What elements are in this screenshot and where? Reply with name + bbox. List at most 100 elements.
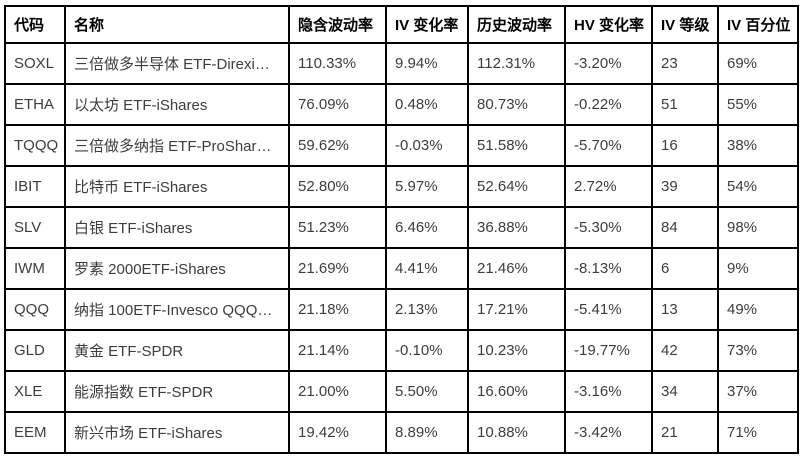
table-row[interactable]: TQQQ 三倍做多纳指 ETF-ProShar… 59.62% -0.03% 51.58… xyxy=(4,124,799,167)
cell-iv_change: -0.03% xyxy=(385,124,469,167)
cell-name: 新兴市场 ETF-iShares xyxy=(64,411,290,454)
cell-iv_rank: 39 xyxy=(651,165,719,208)
table-body: SOXL 三倍做多半导体 ETF-Direxi… 110.33% 9.94% 112.3… xyxy=(4,42,799,454)
header-code[interactable]: 代码 xyxy=(4,5,66,44)
cell-hv_change: -3.20% xyxy=(564,42,653,85)
cell-code: SLV xyxy=(4,206,66,249)
cell-code: XLE xyxy=(4,370,66,413)
cell-code: IWM xyxy=(4,247,66,290)
cell-hist_vol: 80.73% xyxy=(467,83,566,126)
cell-hv_change: -5.30% xyxy=(564,206,653,249)
cell-iv_rank: 84 xyxy=(651,206,719,249)
table-row[interactable]: IWM 罗素 2000ETF-iShares 21.69% 4.41% 21.46% -8… xyxy=(4,247,799,290)
cell-implied_vol: 19.42% xyxy=(288,411,387,454)
cell-implied_vol: 110.33% xyxy=(288,42,387,85)
cell-code: EEM xyxy=(4,411,66,454)
cell-name: 比特币 ETF-iShares xyxy=(64,165,290,208)
cell-name: 三倍做多半导体 ETF-Direxi… xyxy=(64,42,290,85)
table-row[interactable]: EEM 新兴市场 ETF-iShares 19.42% 8.89% 10.88% -3.4… xyxy=(4,411,799,454)
cell-hv_change: -5.41% xyxy=(564,288,653,331)
cell-iv_percentile: 9% xyxy=(717,247,799,290)
cell-iv_percentile: 55% xyxy=(717,83,799,126)
cell-iv_percentile: 54% xyxy=(717,165,799,208)
table-row[interactable]: GLD 黄金 ETF-SPDR 21.14% -0.10% 10.23% -19.77% 4… xyxy=(4,329,799,372)
table-row[interactable]: IBIT 比特币 ETF-iShares 52.80% 5.97% 52.64% 2.72… xyxy=(4,165,799,208)
cell-iv_change: -0.10% xyxy=(385,329,469,372)
cell-hist_vol: 17.21% xyxy=(467,288,566,331)
cell-code: SOXL xyxy=(4,42,66,85)
cell-iv_rank: 42 xyxy=(651,329,719,372)
cell-hist_vol: 112.31% xyxy=(467,42,566,85)
table-row[interactable]: XLE 能源指数 ETF-SPDR 21.00% 5.50% 16.60% -3.16% 3… xyxy=(4,370,799,413)
cell-hv_change: -19.77% xyxy=(564,329,653,372)
cell-iv_percentile: 49% xyxy=(717,288,799,331)
cell-implied_vol: 52.80% xyxy=(288,165,387,208)
cell-iv_change: 5.50% xyxy=(385,370,469,413)
cell-hist_vol: 51.58% xyxy=(467,124,566,167)
cell-iv_change: 6.46% xyxy=(385,206,469,249)
header-hv-change[interactable]: HV 变化率 xyxy=(564,5,653,44)
cell-implied_vol: 59.62% xyxy=(288,124,387,167)
cell-iv_change: 4.41% xyxy=(385,247,469,290)
table-row[interactable]: ETHA 以太坊 ETF-iShares 76.09% 0.48% 80.73% -0.2… xyxy=(4,83,799,126)
header-implied-vol[interactable]: 隐含波动率 xyxy=(288,5,387,44)
cell-iv_change: 0.48% xyxy=(385,83,469,126)
cell-iv_percentile: 73% xyxy=(717,329,799,372)
cell-name: 白银 ETF-iShares xyxy=(64,206,290,249)
cell-iv_percentile: 38% xyxy=(717,124,799,167)
cell-hist_vol: 16.60% xyxy=(467,370,566,413)
cell-hist_vol: 36.88% xyxy=(467,206,566,249)
cell-hv_change: -8.13% xyxy=(564,247,653,290)
cell-code: GLD xyxy=(4,329,66,372)
cell-hv_change: -0.22% xyxy=(564,83,653,126)
cell-iv_rank: 23 xyxy=(651,42,719,85)
cell-iv_percentile: 37% xyxy=(717,370,799,413)
cell-iv_rank: 34 xyxy=(651,370,719,413)
cell-hist_vol: 21.46% xyxy=(467,247,566,290)
table-header: 代码 名称 隐含波动率 IV 变化率 历史波动率 HV 变化率 IV 等级 IV… xyxy=(4,5,799,44)
cell-implied_vol: 21.14% xyxy=(288,329,387,372)
table-row[interactable]: QQQ 纳指 100ETF-Invesco QQQ… 21.18% 2.13% 17.2… xyxy=(4,288,799,331)
header-iv-percentile[interactable]: IV 百分位 xyxy=(717,5,799,44)
cell-hv_change: 2.72% xyxy=(564,165,653,208)
cell-code: ETHA xyxy=(4,83,66,126)
cell-iv_change: 5.97% xyxy=(385,165,469,208)
cell-implied_vol: 21.00% xyxy=(288,370,387,413)
cell-iv_rank: 51 xyxy=(651,83,719,126)
cell-hv_change: -3.16% xyxy=(564,370,653,413)
cell-hv_change: -5.70% xyxy=(564,124,653,167)
cell-name: 能源指数 ETF-SPDR xyxy=(64,370,290,413)
etf-volatility-table: 代码 名称 隐含波动率 IV 变化率 历史波动率 HV 变化率 IV 等级 IV… xyxy=(4,5,799,454)
cell-iv_rank: 13 xyxy=(651,288,719,331)
header-iv-rank[interactable]: IV 等级 xyxy=(651,5,719,44)
cell-name: 三倍做多纳指 ETF-ProShar… xyxy=(64,124,290,167)
cell-implied_vol: 21.18% xyxy=(288,288,387,331)
table-row[interactable]: SOXL 三倍做多半导体 ETF-Direxi… 110.33% 9.94% 112.3… xyxy=(4,42,799,85)
header-row: 代码 名称 隐含波动率 IV 变化率 历史波动率 HV 变化率 IV 等级 IV… xyxy=(4,5,799,44)
cell-name: 以太坊 ETF-iShares xyxy=(64,83,290,126)
cell-code: QQQ xyxy=(4,288,66,331)
cell-name: 罗素 2000ETF-iShares xyxy=(64,247,290,290)
cell-implied_vol: 51.23% xyxy=(288,206,387,249)
cell-iv_rank: 16 xyxy=(651,124,719,167)
cell-iv_change: 9.94% xyxy=(385,42,469,85)
cell-iv_rank: 21 xyxy=(651,411,719,454)
cell-name: 黄金 ETF-SPDR xyxy=(64,329,290,372)
cell-code: TQQQ xyxy=(4,124,66,167)
cell-iv_percentile: 71% xyxy=(717,411,799,454)
cell-iv_percentile: 98% xyxy=(717,206,799,249)
header-iv-change[interactable]: IV 变化率 xyxy=(385,5,469,44)
etf-volatility-table-container: 代码 名称 隐含波动率 IV 变化率 历史波动率 HV 变化率 IV 等级 IV… xyxy=(4,5,799,454)
cell-iv_change: 2.13% xyxy=(385,288,469,331)
cell-iv_rank: 6 xyxy=(651,247,719,290)
header-name[interactable]: 名称 xyxy=(64,5,290,44)
cell-code: IBIT xyxy=(4,165,66,208)
cell-iv_percentile: 69% xyxy=(717,42,799,85)
cell-hist_vol: 52.64% xyxy=(467,165,566,208)
table-row[interactable]: SLV 白银 ETF-iShares 51.23% 6.46% 36.88% -5.30%… xyxy=(4,206,799,249)
cell-implied_vol: 21.69% xyxy=(288,247,387,290)
cell-iv_change: 8.89% xyxy=(385,411,469,454)
cell-hist_vol: 10.88% xyxy=(467,411,566,454)
header-hist-vol[interactable]: 历史波动率 xyxy=(467,5,566,44)
cell-implied_vol: 76.09% xyxy=(288,83,387,126)
